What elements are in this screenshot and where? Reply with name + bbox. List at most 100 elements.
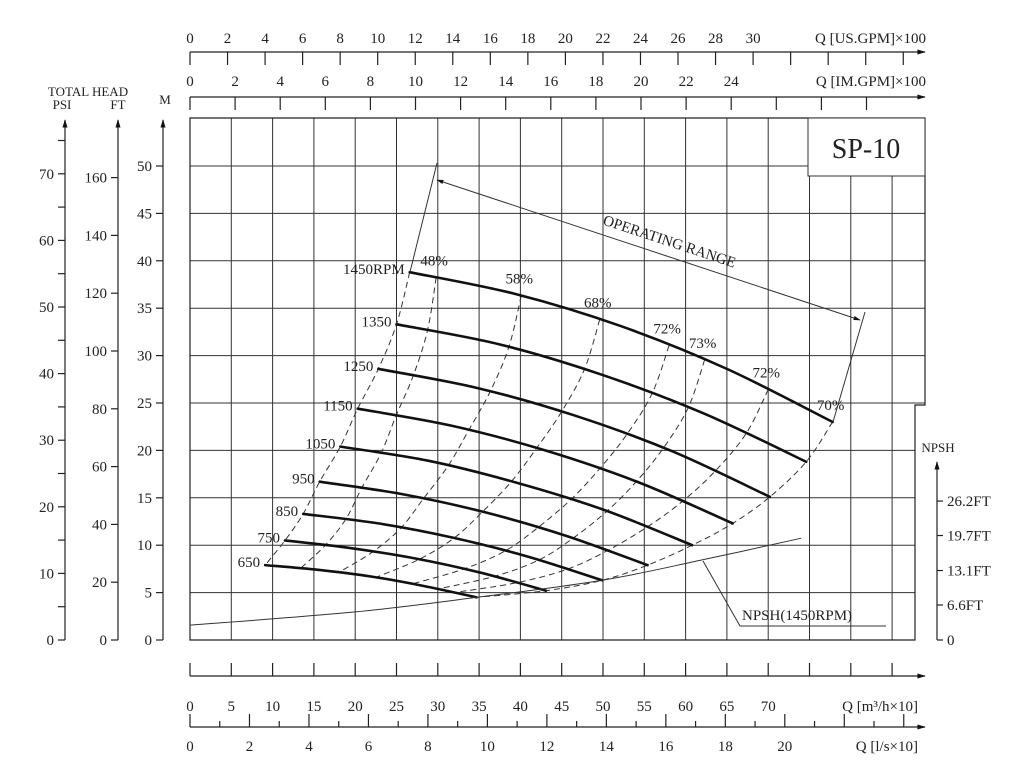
speed-curve-label: 650 [238, 555, 261, 571]
m3h-axis-tick-label: 0 [186, 699, 194, 715]
us-gpm-axis-tick-label: 2 [224, 31, 232, 47]
m3h-axis-tick-label: 60 [678, 699, 693, 715]
im-gpm-axis-tick-label: 24 [724, 74, 740, 90]
ls-axis-tick-label: 10 [480, 739, 495, 755]
npsh-axis-tick-label: 26.2FT [947, 494, 991, 510]
grid [190, 118, 925, 640]
psi-axis-tick-label: 30 [39, 433, 54, 449]
ft-axis-tick-label: 100 [85, 344, 108, 360]
efficiency-label: 72% [653, 322, 681, 338]
npsh-axis-tick-label: 6.6FT [947, 598, 983, 614]
us-gpm-axis-tick-label: 24 [633, 31, 649, 47]
us-gpm-axis-tick-label: 8 [336, 31, 344, 47]
ft-axis-tick-label: 60 [92, 460, 107, 476]
im-gpm-axis-tick-label: 18 [588, 74, 603, 90]
efficiency-label: 73% [689, 336, 717, 352]
ft-axis-tick-label: 40 [92, 517, 107, 533]
ft-axis-tick-label: 80 [92, 402, 107, 418]
m3h-axis-tick-label: 5 [228, 699, 236, 715]
im-gpm-axis-tick-label: 8 [367, 74, 375, 90]
us-gpm-axis-tick-label: 4 [261, 31, 269, 47]
npsh-axis-tick-label: 0 [947, 633, 955, 649]
m3h-axis-tick-label: 25 [389, 699, 404, 715]
m-axis-tick-label: 50 [137, 159, 152, 175]
m3h-axis-tick-label: 50 [596, 699, 611, 715]
us-gpm-axis-tick-label: 10 [370, 31, 385, 47]
speed-curve-label: 1150 [323, 399, 352, 415]
ft-axis-tick-label: 120 [85, 286, 108, 302]
ls-axis-tick-label: 6 [365, 739, 373, 755]
model-title-box [807, 117, 926, 177]
efficiency-line [375, 319, 601, 578]
speed-curve-label: 850 [276, 504, 299, 520]
m3h-axis-tick-label: 45 [554, 699, 569, 715]
efficiency-label: 70% [817, 398, 845, 414]
psi-axis-tick-label: 60 [39, 233, 54, 249]
m-axis-tick-label: 45 [137, 206, 152, 222]
m-axis-label: M [159, 92, 171, 107]
m3h-axis-tick-label: 55 [637, 699, 652, 715]
npsh-curve-group: NPSH(1450RPM) [189, 537, 886, 627]
ls-axis-tick-label: 18 [718, 739, 733, 755]
left-axes-title: TOTAL HEAD [48, 84, 128, 99]
im-gpm-axis-tick-label: 22 [679, 74, 694, 90]
ft-axis-tick-label: 160 [85, 171, 108, 187]
ls-axis-tick-label: 4 [305, 739, 313, 755]
speed-curve-label: 1050 [305, 437, 335, 453]
im-gpm-axis-tick-label: 12 [453, 74, 468, 90]
m3h-axis-tick-label: 20 [348, 699, 363, 715]
psi-axis-label: PSI [53, 97, 72, 112]
im-gpm-axis-tick-label: 0 [186, 74, 194, 90]
us-gpm-axis-tick-label: 28 [708, 31, 723, 47]
operating-range-arrow [436, 179, 861, 321]
efficiency-line [437, 359, 706, 590]
us-gpm-axis-tick-label: 18 [520, 31, 535, 47]
npsh-axis-tick-label: 13.1FT [947, 564, 991, 580]
us-gpm-axis-tick-label: 20 [558, 31, 573, 47]
npsh-leader-line [702, 560, 886, 627]
speed-curve-750 [283, 539, 548, 593]
speed-curve-1150 [356, 407, 734, 525]
us-gpm-axis-tick-label: 0 [186, 31, 194, 47]
m3h-axis-tick-label: 70 [761, 699, 776, 715]
operating-range-left-boundary [409, 162, 438, 273]
us-gpm-axis-tick-label: 26 [671, 31, 687, 47]
ft-axis-label: FT [110, 97, 125, 112]
speed-curve-950 [318, 480, 649, 567]
m-axis-tick-label: 5 [145, 586, 153, 602]
psi-axis-tick-label: 50 [39, 300, 54, 316]
ls-axis-tick-label: 0 [186, 739, 194, 755]
im-gpm-axis-tick-label: 14 [498, 74, 514, 90]
npsh-axis-label: NPSH [921, 440, 954, 455]
ft-axis-tick-label: 140 [85, 228, 108, 244]
ft-axis-tick-label: 20 [92, 575, 107, 591]
operating-range: OPERATING RANGE [409, 162, 866, 423]
speed-curve-label: 1450RPM [343, 262, 405, 278]
ls-axis-tick-label: 20 [777, 739, 792, 755]
m-axis-tick-label: 35 [137, 301, 152, 317]
ls-axis-tick-label: 2 [246, 739, 254, 755]
m3h-axis-label: Q [m³/h×10] [842, 699, 918, 715]
us-gpm-axis-tick-label: 14 [445, 31, 461, 47]
npsh-axis-tick-label: 19.7FT [947, 529, 991, 545]
efficiency-label: 68% [584, 296, 612, 312]
efficiency-label: 58% [505, 272, 533, 288]
us-gpm-axis-tick-label: 30 [746, 31, 761, 47]
speed-curve-850 [301, 512, 604, 582]
m-axis-tick-label: 15 [137, 491, 152, 507]
im-gpm-axis-tick-label: 16 [543, 74, 559, 90]
operating-range-right-boundary [832, 311, 866, 423]
psi-axis-tick-label: 40 [39, 367, 54, 383]
im-gpm-axis-tick-label: 4 [276, 74, 284, 90]
efficiency-label: 48% [420, 254, 448, 270]
ls-axis-label: Q [l/s×10] [856, 739, 918, 755]
m3h-axis-tick-label: 10 [265, 699, 280, 715]
im-gpm-axis-tick-label: 6 [322, 74, 330, 90]
im-gpm-axis-tick-label: 10 [408, 74, 423, 90]
efficiency-label: 72% [752, 366, 780, 382]
speed-curve-650 [263, 563, 478, 599]
m3h-axis-tick-label: 65 [719, 699, 734, 715]
speed-curve-1350 [395, 323, 808, 464]
m3h-axis-tick-label: 30 [430, 699, 445, 715]
